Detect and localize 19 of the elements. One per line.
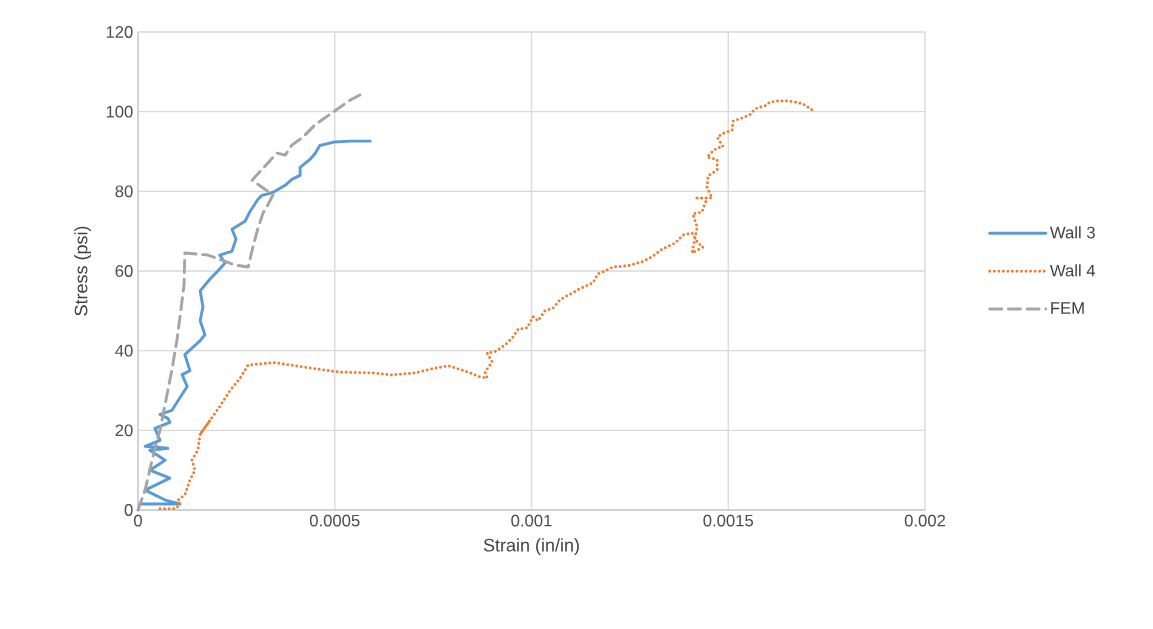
y-tick-label: 120 bbox=[106, 26, 133, 38]
legend-label: FEM bbox=[1051, 302, 1084, 314]
y-tick-label: 0 bbox=[124, 504, 133, 516]
y-axis-title: Stress (psi) bbox=[74, 226, 91, 316]
y-tick-label: 20 bbox=[115, 424, 133, 437]
legend-label: Wall 4 bbox=[1049, 264, 1096, 277]
x-tick-label: 0 bbox=[134, 514, 142, 527]
legend-label: Wall 3 bbox=[1049, 226, 1095, 239]
y-tick-label: 40 bbox=[115, 344, 133, 357]
x-tick-label: 0.001 bbox=[511, 514, 552, 527]
y-tick-label: 60 bbox=[115, 265, 133, 277]
y-tick-label: 100 bbox=[106, 105, 133, 118]
x-tick-label: 0.0015 bbox=[703, 514, 754, 527]
y-tick-label: 80 bbox=[115, 185, 133, 198]
x-tick-label: 0.002 bbox=[904, 514, 946, 527]
x-tick-label: 0.0005 bbox=[309, 514, 360, 527]
line-series bbox=[138, 139, 372, 506]
line-series bbox=[136, 93, 362, 512]
x-axis-title: Strain (in/in) bbox=[483, 538, 579, 556]
